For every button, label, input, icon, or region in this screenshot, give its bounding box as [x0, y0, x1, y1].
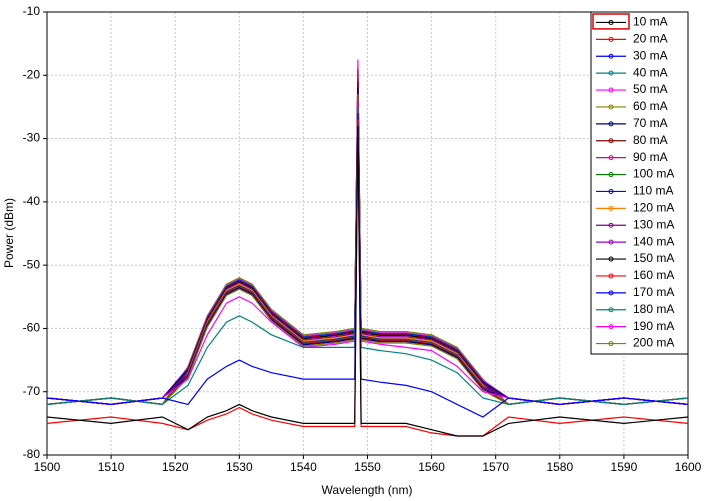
legend-marker [608, 341, 614, 347]
x-tick-label: 1560 [418, 460, 445, 474]
legend-label: 180 mA [633, 302, 674, 316]
legend-label: 100 mA [633, 167, 674, 181]
legend-marker [608, 70, 614, 76]
y-tick-label: -40 [23, 194, 41, 208]
x-tick-label: 1590 [611, 460, 638, 474]
x-tick-label: 1600 [675, 460, 702, 474]
y-tick-label: -30 [23, 131, 41, 145]
legend-marker [608, 222, 614, 228]
legend-label: 200 mA [633, 336, 674, 350]
legend-label: 50 mA [633, 82, 668, 96]
legend-marker [608, 53, 614, 59]
legend-label: 170 mA [633, 285, 674, 299]
y-tick-label: -20 [23, 67, 41, 81]
legend-marker [608, 138, 614, 144]
legend-marker [608, 172, 614, 178]
legend-label: 140 mA [633, 234, 674, 248]
x-tick-label: 1580 [546, 460, 573, 474]
legend-label: 20 mA [633, 32, 668, 46]
legend-label: 30 mA [633, 48, 668, 62]
x-tick-label: 1570 [482, 460, 509, 474]
legend-label: 190 mA [633, 319, 674, 333]
legend-marker [608, 256, 614, 262]
legend-label: 70 mA [633, 116, 668, 130]
x-tick-label: 1550 [354, 460, 381, 474]
y-tick-label: -70 [23, 384, 41, 398]
legend-label: 90 mA [633, 150, 668, 164]
y-tick-label: -10 [23, 4, 41, 18]
legend-marker [608, 307, 614, 313]
legend-label: 80 mA [633, 133, 668, 147]
legend-label: 60 mA [633, 99, 668, 113]
legend-marker [608, 19, 614, 25]
x-tick-label: 1520 [162, 460, 189, 474]
y-tick-label: -50 [23, 257, 41, 271]
series-line [46, 119, 689, 437]
legend-box [590, 11, 689, 355]
legend-label: 10 mA [633, 15, 668, 29]
legend-label: 150 mA [633, 251, 674, 265]
legend-label: 120 mA [633, 201, 674, 215]
legend-marker [608, 104, 614, 110]
x-tick-label: 1530 [226, 460, 253, 474]
legend-label: 160 mA [633, 268, 674, 282]
legend-marker [608, 155, 614, 161]
x-tick-label: 1540 [290, 460, 317, 474]
legend-marker [608, 205, 614, 211]
x-tick-label: 1510 [98, 460, 125, 474]
legend-label: 110 mA [633, 184, 673, 198]
x-axis-title: Wavelength (nm) [322, 483, 413, 497]
legend-marker [608, 188, 614, 194]
legend-marker [608, 273, 614, 279]
legend-marker [608, 87, 614, 93]
legend-label: 40 mA [633, 65, 668, 79]
legend-label: 130 mA [633, 217, 674, 231]
legend-marker [608, 290, 614, 296]
series-line [46, 125, 689, 437]
legend-marker [608, 36, 614, 42]
legend-marker [608, 239, 614, 245]
y-axis-title: Power (dBm) [2, 198, 16, 268]
legend-selection [592, 13, 630, 30]
legend-marker [608, 324, 614, 330]
legend-marker [608, 121, 614, 127]
x-tick-label: 1500 [34, 460, 61, 474]
y-tick-label: -80 [23, 447, 41, 461]
y-tick-label: -60 [23, 321, 41, 335]
